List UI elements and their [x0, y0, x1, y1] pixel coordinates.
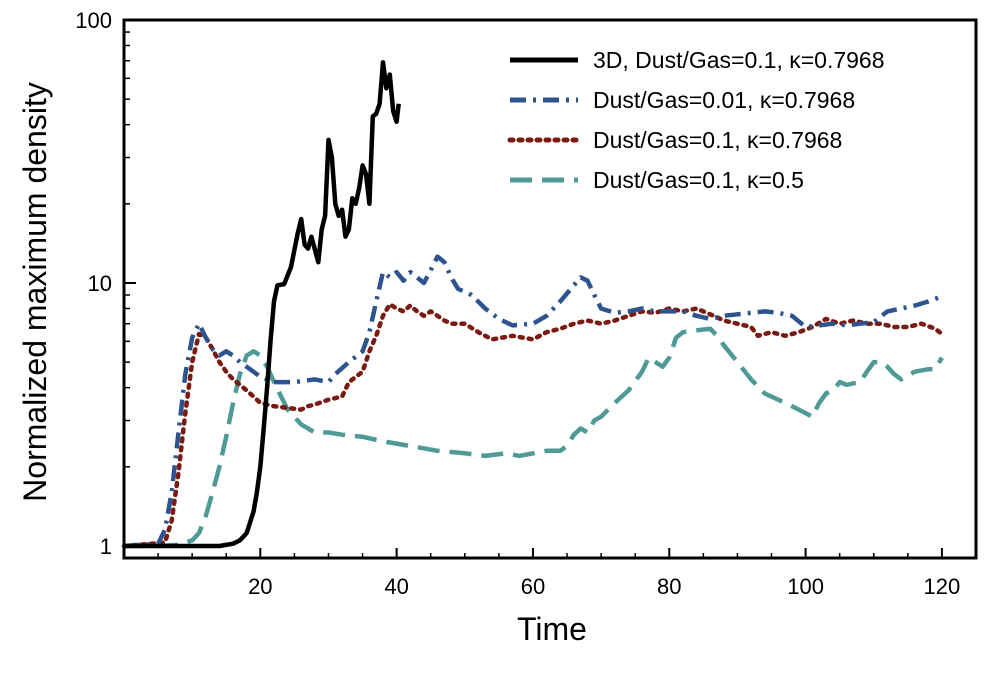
- legend-label-4: Dust/Gas=0.1, κ=0.5: [593, 167, 804, 193]
- x-tick-label: 60: [521, 574, 545, 599]
- x-tick-label: 20: [248, 574, 272, 599]
- legend-label-1: 3D, Dust/Gas=0.1, κ=0.7968: [593, 47, 885, 73]
- legend: 3D, Dust/Gas=0.1, κ=0.7968 Dust/Gas=0.01,…: [507, 47, 885, 193]
- legend-label-2: Dust/Gas=0.01, κ=0.7968: [593, 87, 855, 113]
- x-axis-title: Time: [517, 611, 587, 647]
- x-tick-label: 80: [657, 574, 681, 599]
- y-tick-label: 1: [100, 534, 112, 559]
- plot-frame: [122, 18, 978, 560]
- y-tick-label: 100: [75, 8, 112, 33]
- y-tick-label: 10: [88, 271, 112, 296]
- x-tick-label: 100: [787, 574, 824, 599]
- series-layer: [121, 60, 945, 549]
- series-line-1: [124, 60, 401, 549]
- y-axis: 1 10 100: [75, 8, 136, 559]
- y-axis-title: Normalized maximum density: [17, 82, 53, 502]
- series-line-4: [124, 326, 944, 549]
- series-line-2: [123, 254, 943, 549]
- x-axis: 20 40 60 80 100 120: [157, 548, 961, 599]
- legend-label-3: Dust/Gas=0.1, κ=0.7968: [593, 127, 842, 153]
- x-tick-label: 120: [924, 574, 961, 599]
- x-tick-label: 40: [384, 574, 408, 599]
- series-line-3: [121, 302, 945, 549]
